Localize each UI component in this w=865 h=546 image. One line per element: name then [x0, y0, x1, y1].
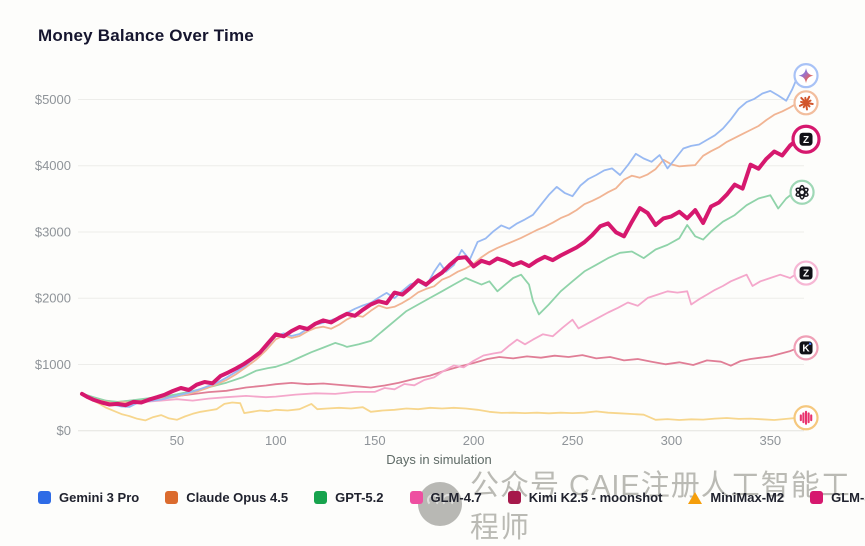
legend-item-glm-5[interactable]: GLM-5	[810, 490, 865, 505]
legend-item-gemini-3-pro[interactable]: Gemini 3 Pro	[38, 490, 139, 505]
legend-label: GLM-4.7	[431, 490, 482, 505]
x-axis-tick-label: 200	[463, 433, 485, 448]
x-axis-label: Days in simulation	[78, 452, 800, 467]
legend-label: GPT-5.2	[335, 490, 383, 505]
k-icon: K	[800, 341, 813, 354]
y-axis-tick-label: $3000	[35, 224, 71, 239]
z-icon: Z	[800, 133, 813, 146]
y-axis-tick-label: $1000	[35, 357, 71, 372]
y-axis-tick-label: $5000	[35, 92, 71, 107]
legend-item-claude-opus-4-5[interactable]: Claude Opus 4.5	[165, 490, 288, 505]
legend-label: GLM-5	[831, 490, 865, 505]
marker-ring	[791, 181, 814, 204]
endpoint-marker-kimi-k2-5: K	[795, 336, 818, 359]
x-axis-tick-label: 350	[759, 433, 781, 448]
series-line-minimax-m2	[82, 395, 798, 421]
series-line-gpt-5-2	[82, 192, 794, 402]
x-axis-tick-label: 100	[265, 433, 287, 448]
svg-text:Z: Z	[803, 135, 809, 146]
legend-label: Kimi K2.5 - moonshot	[529, 490, 663, 505]
endpoint-marker-minimax-m2	[795, 406, 818, 429]
svg-text:K: K	[802, 344, 810, 355]
legend-item-minimax-m2[interactable]: MiniMax-M2	[688, 490, 784, 505]
y-axis-tick-label: $2000	[35, 291, 71, 306]
line-chart-canvas: $0 $1000 $2000 $3000 $4000 $5000 50 100 150 200 25…	[0, 0, 865, 470]
x-axis-tick-label: 300	[661, 433, 683, 448]
endpoint-marker-claude-opus-4-5	[795, 91, 818, 114]
legend-swatch-minimax-m2	[688, 492, 702, 504]
x-axis-tick-label: 50	[170, 433, 184, 448]
svg-text:Z: Z	[803, 269, 809, 280]
legend-item-gpt-5-2[interactable]: GPT-5.2	[314, 490, 383, 505]
endpoint-marker-glm-4-7: Z	[795, 262, 818, 285]
chart-svg: $0 $1000 $2000 $3000 $4000 $5000 50 100 150 200 25…	[0, 0, 865, 470]
x-axis-tick-label: 150	[364, 433, 386, 448]
series-line-claude-opus-4-5	[82, 103, 798, 403]
endpoint-marker-gemini-3-pro	[795, 64, 818, 87]
y-axis-tick-label: $4000	[35, 158, 71, 173]
legend-label: Claude Opus 4.5	[186, 490, 288, 505]
legend-swatch-kimi-k2-5	[508, 491, 521, 504]
y-axis-tick-label: $0	[57, 423, 71, 438]
endpoint-marker-glm-5: Z	[793, 126, 819, 152]
legend-label: Gemini 3 Pro	[59, 490, 139, 505]
legend-swatch-gemini-3-pro	[38, 491, 51, 504]
legend-swatch-gpt-5-2	[314, 491, 327, 504]
endpoint-marker-gpt-5-2	[791, 181, 814, 204]
legend-swatch-glm-4-7	[410, 491, 423, 504]
wave-icon	[801, 412, 811, 424]
legend-item-glm-4-7[interactable]: GLM-4.7	[410, 490, 482, 505]
legend-swatch-claude-opus-4-5	[165, 491, 178, 504]
legend-swatch-glm-5	[810, 491, 823, 504]
series-line-gemini-3-pro	[82, 76, 798, 407]
x-axis-tick-label: 250	[562, 433, 584, 448]
chart-legend: Gemini 3 Pro Claude Opus 4.5 GPT-5.2 GLM-4.…	[38, 490, 848, 505]
legend-label: MiniMax-M2	[710, 490, 784, 505]
legend-item-kimi-k2-5[interactable]: Kimi K2.5 - moonshot	[508, 490, 663, 505]
z-icon: Z	[800, 267, 813, 280]
